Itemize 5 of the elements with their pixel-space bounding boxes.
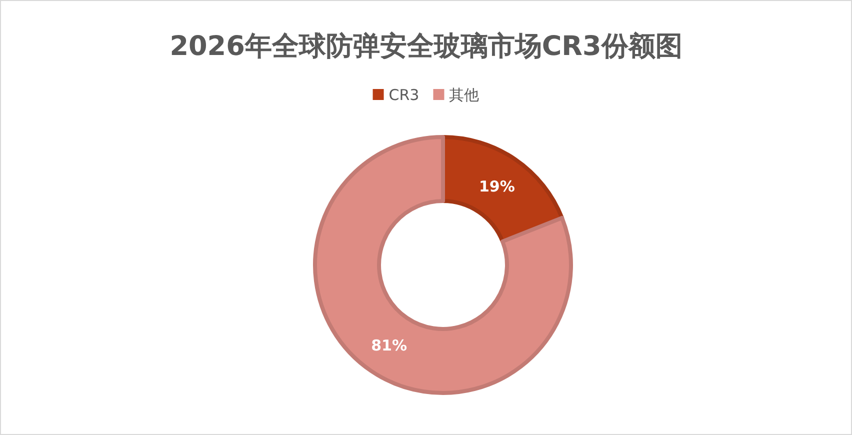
legend-label: 其他	[449, 86, 480, 104]
legend-label: CR3	[388, 86, 420, 104]
chart-title: 2026年全球防弹安全玻璃市场CR3份额图	[170, 31, 682, 62]
data-label: 19%	[479, 178, 515, 196]
data-label: 81%	[371, 336, 407, 354]
